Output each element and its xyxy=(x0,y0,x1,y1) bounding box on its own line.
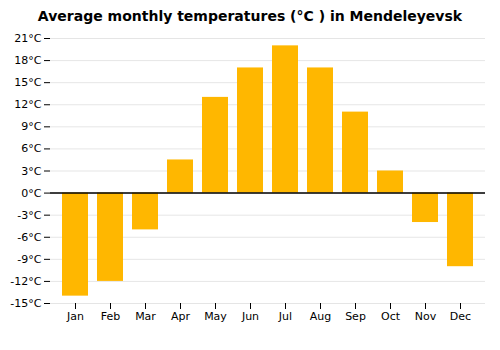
svg-text:Nov: Nov xyxy=(415,310,437,323)
html-text:Average monthly temperatures (: Average monthly temperatures (°C ) in Me… xyxy=(37,8,463,24)
svg-text:Feb: Feb xyxy=(101,310,120,323)
svg-text:12°C: 12°C xyxy=(14,98,41,111)
svg-text:Jun: Jun xyxy=(241,310,259,323)
svg-text:6°C: 6°C xyxy=(21,142,41,155)
svg-text:Mar: Mar xyxy=(135,310,156,323)
svg-text:Jul: Jul xyxy=(278,310,292,323)
svg-text:Jan: Jan xyxy=(66,310,84,323)
svg-text:0°C: 0°C xyxy=(21,187,41,200)
svg-text:21°C: 21°C xyxy=(14,32,41,45)
svg-text:-15°C: -15°C xyxy=(10,297,41,310)
svg-text:-12°C: -12°C xyxy=(10,275,41,288)
svg-text:-3°C: -3°C xyxy=(17,209,41,222)
svg-text:18°C: 18°C xyxy=(14,54,41,67)
svg-text:Apr: Apr xyxy=(171,310,191,323)
svg-text:Oct: Oct xyxy=(381,310,401,323)
svg-text:May: May xyxy=(204,310,227,323)
svg-text:Dec: Dec xyxy=(450,310,471,323)
svg-text:Aug: Aug xyxy=(310,310,331,323)
svg-text:-6°C: -6°C xyxy=(17,231,41,244)
svg-text:Sep: Sep xyxy=(345,310,366,323)
svg-text:3°C: 3°C xyxy=(21,165,41,178)
svg-text:-9°C: -9°C xyxy=(17,253,41,266)
svg-text:9°C: 9°C xyxy=(21,120,41,133)
svg-text:15°C: 15°C xyxy=(14,76,41,89)
